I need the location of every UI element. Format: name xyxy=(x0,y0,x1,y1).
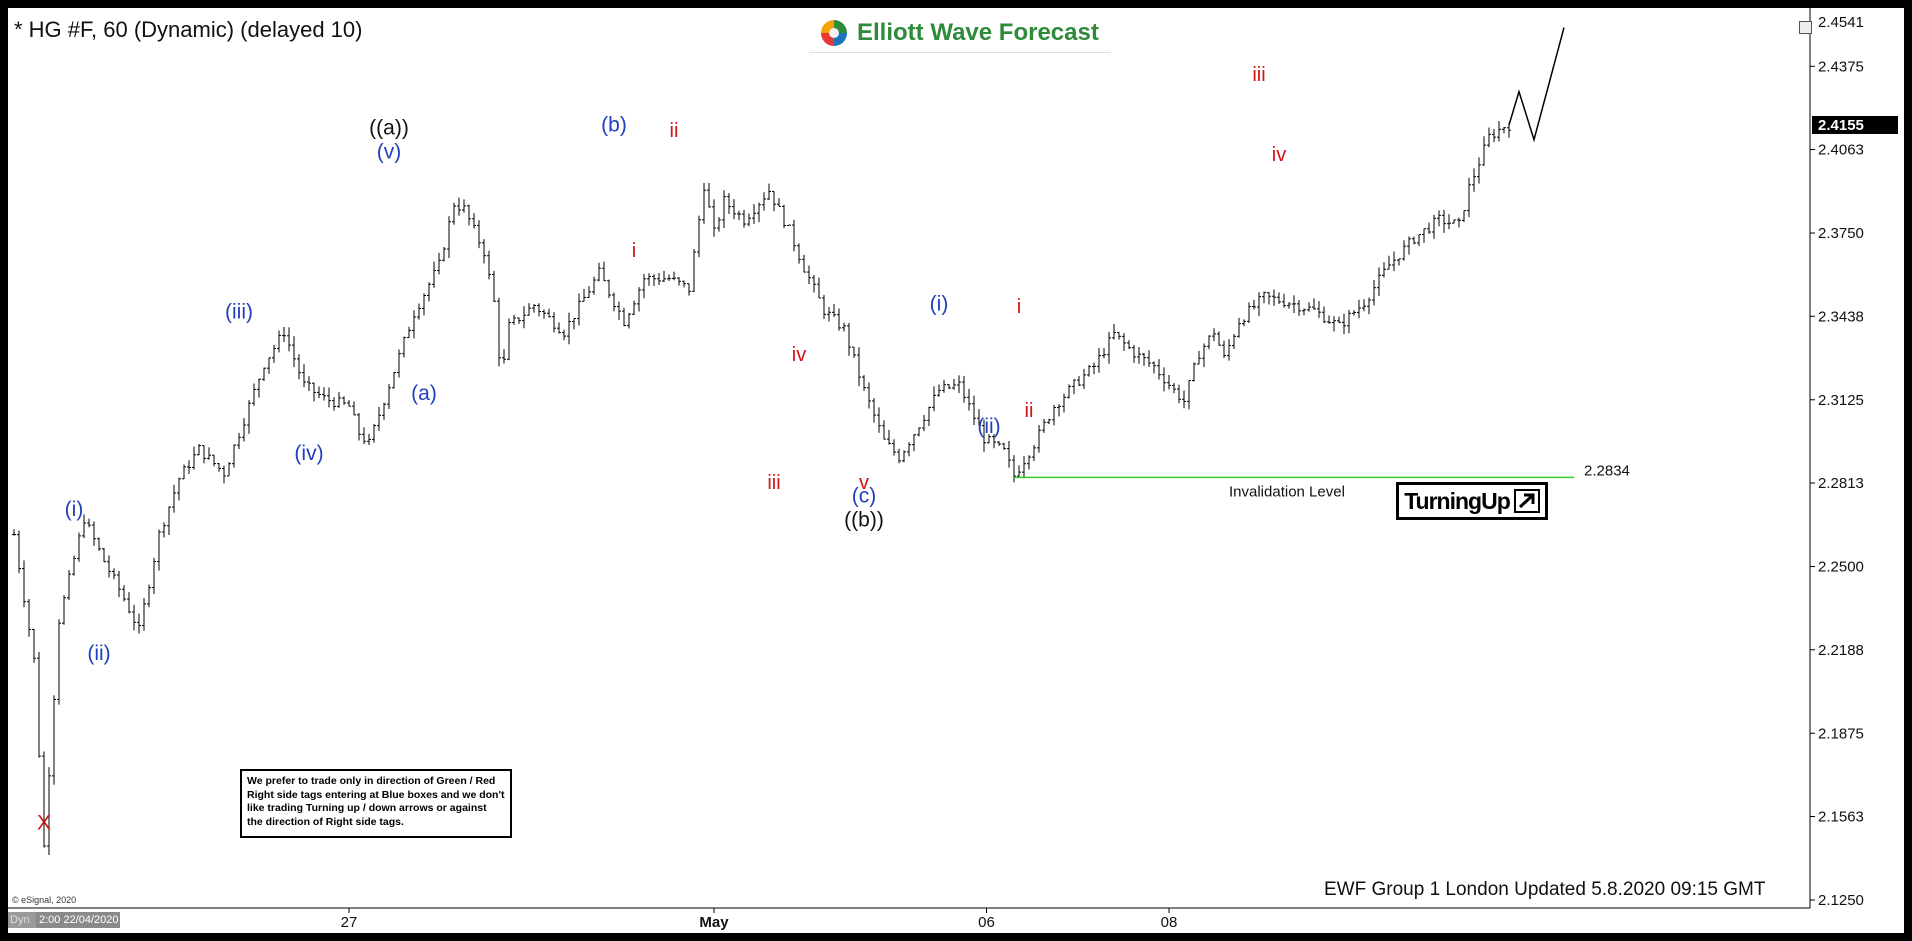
wave-label: (iii) xyxy=(225,300,253,323)
brand-logo: Elliott Wave Forecast xyxy=(809,13,1111,53)
wave-label: iii xyxy=(1252,64,1265,86)
wave-label: (v) xyxy=(377,140,402,163)
price-tick-label: 2.2188 xyxy=(1818,642,1864,659)
time-tick-label: 27 xyxy=(341,914,358,931)
copyright-text: © eSignal, 2020 xyxy=(12,895,77,905)
wave-label: (i) xyxy=(930,292,949,315)
price-tick-label: 2.1563 xyxy=(1818,808,1864,825)
invalidation-value-label: 2.2834 xyxy=(1584,462,1630,479)
price-tick-label: 2.3750 xyxy=(1818,225,1864,242)
price-chart[interactable]: 2.4375 2.4063 2.3750 2.3438 2.3125 2.2813 2.25… xyxy=(8,8,1904,933)
wave-label: (ii) xyxy=(977,415,1000,438)
elliott-wave-logo-icon xyxy=(821,19,847,46)
projection-path xyxy=(1508,27,1565,143)
update-stamp: EWF Group 1 London Updated 5.8.2020 09:1… xyxy=(1324,879,1766,900)
last-price-tag xyxy=(1812,115,1898,134)
price-tick-label: 2.2813 xyxy=(1818,475,1864,492)
wave-label: (i) xyxy=(65,498,84,521)
wave-label: iv xyxy=(1272,144,1286,166)
trading-note: We prefer to trade only in direction of … xyxy=(240,769,512,838)
top-price-label: 2.4541 xyxy=(1818,14,1864,31)
chart-title: * HG #F, 60 (Dynamic) (delayed 10) xyxy=(14,17,363,42)
turning-up-label: TurningUp xyxy=(1404,487,1511,514)
wave-label: (ii) xyxy=(87,642,110,665)
wave-label: ((b)) xyxy=(844,508,884,531)
wave-label: (iv) xyxy=(294,442,323,465)
dyn-label: Dyn xyxy=(10,914,30,926)
price-tick-label: 2.4375 xyxy=(1818,58,1864,75)
chart-window: 2.4375 2.4063 2.3750 2.3438 2.3125 2.2813 2.25… xyxy=(8,8,1904,933)
wave-label: iii xyxy=(767,472,780,494)
wave-label: (a) xyxy=(411,382,437,405)
last-price-label: 2.4155 xyxy=(1818,117,1864,134)
wave-label: i xyxy=(632,240,636,262)
price-tick-label: 2.3438 xyxy=(1818,308,1864,325)
time-tick-label: 06 xyxy=(978,914,995,931)
turning-up-box: TurningUp xyxy=(1396,482,1548,520)
logo-text: Elliott Wave Forecast xyxy=(857,18,1099,46)
invalidation-label: Invalidation Level xyxy=(1229,483,1345,500)
wave-label: (b) xyxy=(601,114,627,137)
price-tick-label: 2.4063 xyxy=(1818,142,1864,159)
time-tick-label: May xyxy=(699,914,729,931)
wave-label: ii xyxy=(1025,400,1034,422)
wave-label: (c) xyxy=(852,484,877,507)
wave-label: ((a)) xyxy=(369,116,409,139)
price-tick-label: 2.3125 xyxy=(1818,392,1864,409)
price-tick-label: 2.1875 xyxy=(1818,725,1864,742)
price-tick-label: 2.2500 xyxy=(1818,559,1864,576)
restore-window-icon[interactable] xyxy=(1799,21,1812,34)
time-tick-label: 08 xyxy=(1161,914,1178,931)
wave-label: v xyxy=(859,472,869,494)
price-tick-label: 2.1250 xyxy=(1818,892,1864,909)
wave-label: X xyxy=(37,811,51,834)
time-cursor-label: 2:00 22/04/2020 xyxy=(36,912,120,928)
wave-label: ii xyxy=(670,120,679,142)
wave-label: iv xyxy=(792,344,806,366)
wave-label: i xyxy=(1017,296,1021,318)
arrow-up-right-icon xyxy=(1513,489,1540,513)
time-cursor-tag: Dyn 2:00 22/04/2020 xyxy=(8,912,120,928)
